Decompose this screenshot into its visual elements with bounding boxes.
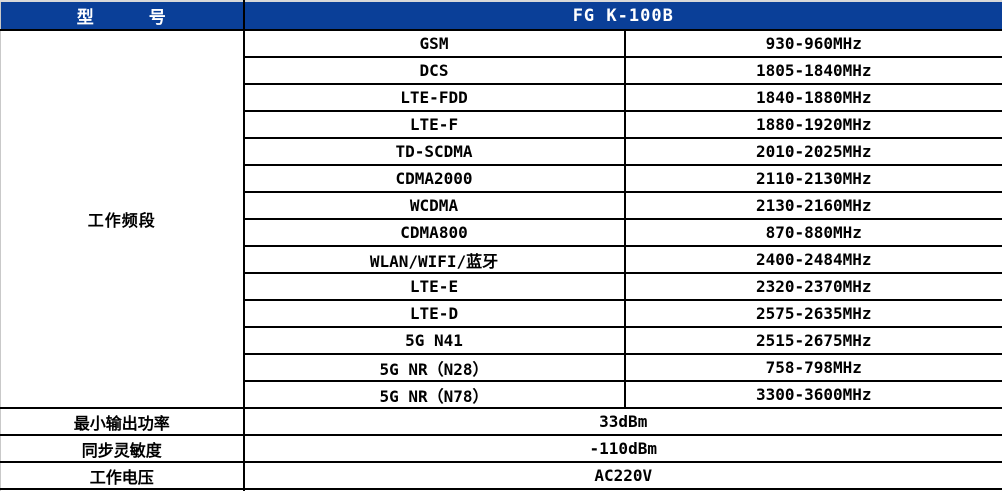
spec-row: 同步灵敏度 -110dBm: [0, 434, 1002, 463]
band-row: 5G NR（N78） 3300-3600MHz: [1, 380, 1002, 409]
band-name: DCS: [242, 56, 626, 85]
model-header-label: 型 号: [0, 0, 245, 31]
spec-label: 最小输出功率: [0, 407, 245, 436]
band-row: CDMA800 870-880MHz: [1, 218, 1002, 247]
band-range: 2110-2130MHz: [623, 164, 1002, 193]
band-range: 2130-2160MHz: [623, 191, 1002, 220]
spec-value: AC220V: [242, 461, 1002, 490]
band-name: LTE-D: [242, 299, 626, 328]
spec-label: 工作电压: [0, 461, 245, 490]
band-name: CDMA2000: [242, 164, 626, 193]
band-row: 工作频段 GSM 930-960MHz: [0, 29, 1002, 409]
band-range: 2515-2675MHz: [623, 326, 1002, 355]
band-range: 2010-2025MHz: [623, 137, 1002, 166]
spec-value: 33dBm: [242, 407, 1002, 436]
band-row: WLAN/WIFI/蓝牙 2400-2484MHz: [1, 245, 1002, 274]
band-name: LTE-E: [242, 272, 626, 301]
spec-row: 工作电压 AC220V: [0, 461, 1002, 490]
table-header-row: 型 号 FG K-100B: [0, 0, 1002, 31]
band-name: LTE-FDD: [242, 83, 626, 112]
model-header-value: FG K-100B: [242, 0, 1002, 31]
band-row: 5G NR（N28） 758-798MHz: [1, 353, 1002, 382]
band-row: LTE-FDD 1840-1880MHz: [1, 83, 1002, 112]
band-range: 758-798MHz: [623, 353, 1002, 382]
spec-value: -110dBm: [242, 434, 1002, 463]
band-row: WCDMA 2130-2160MHz: [1, 191, 1002, 220]
band-range: 1880-1920MHz: [623, 110, 1002, 139]
band-range: 3300-3600MHz: [623, 380, 1002, 409]
spec-label: 同步灵敏度: [0, 434, 245, 463]
band-range: 930-960MHz: [623, 29, 1002, 58]
spec-label: 相对温湿度: [0, 488, 245, 491]
band-name: CDMA800: [242, 218, 626, 247]
band-name: TD-SCDMA: [242, 137, 626, 166]
band-name: 5G N41: [242, 326, 626, 355]
frequency-section-label: 工作频段: [0, 29, 245, 409]
band-row: LTE-D 2575-2635MHz: [1, 299, 1002, 328]
band-range: 2400-2484MHz: [623, 245, 1002, 274]
band-range: 2320-2370MHz: [623, 272, 1002, 301]
band-name: 5G NR（N28）: [242, 353, 626, 382]
band-name: WLAN/WIFI/蓝牙: [242, 245, 626, 274]
band-name: 5G NR（N78）: [242, 380, 626, 409]
band-row: CDMA2000 2110-2130MHz: [1, 164, 1002, 193]
band-row: TD-SCDMA 2010-2025MHz: [1, 137, 1002, 166]
band-range: 870-880MHz: [623, 218, 1002, 247]
band-range: 1805-1840MHz: [623, 56, 1002, 85]
band-range: 1840-1880MHz: [623, 83, 1002, 112]
band-row: DCS 1805-1840MHz: [1, 56, 1002, 85]
band-row: 5G N41 2515-2675MHz: [1, 326, 1002, 355]
band-name: LTE-F: [242, 110, 626, 139]
spec-row: 最小输出功率 33dBm: [0, 407, 1002, 436]
band-name: GSM: [242, 29, 626, 58]
band-name: WCDMA: [242, 191, 626, 220]
band-row: LTE-E 2320-2370MHz: [1, 272, 1002, 301]
band-range: 2575-2635MHz: [623, 299, 1002, 328]
band-row: LTE-F 1880-1920MHz: [1, 110, 1002, 139]
